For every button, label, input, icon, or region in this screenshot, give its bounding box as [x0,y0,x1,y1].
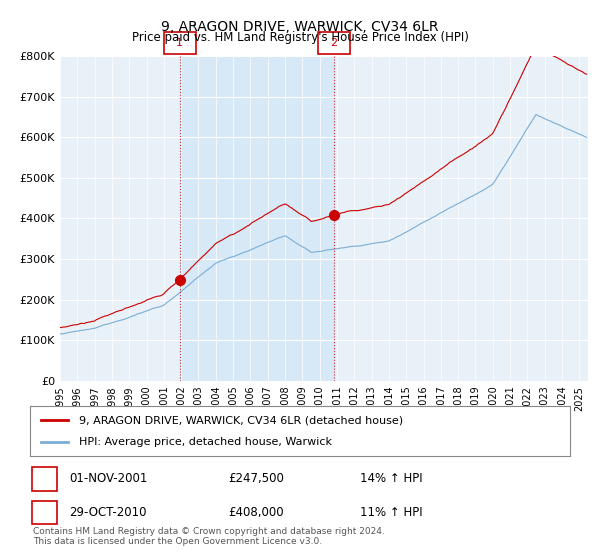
Text: 2: 2 [41,507,48,517]
Bar [180,56,334,381]
Text: 1: 1 [176,38,183,48]
Text: HPI: Average price, detached house, Warwick: HPI: Average price, detached house, Warw… [79,437,332,447]
Text: 2: 2 [331,38,338,48]
FancyBboxPatch shape [318,31,350,54]
Text: £247,500: £247,500 [228,472,284,486]
Text: 9, ARAGON DRIVE, WARWICK, CV34 6LR (detached house): 9, ARAGON DRIVE, WARWICK, CV34 6LR (deta… [79,415,403,425]
Text: Price paid vs. HM Land Registry's House Price Index (HPI): Price paid vs. HM Land Registry's House … [131,31,469,44]
Text: 1: 1 [41,474,48,484]
FancyBboxPatch shape [164,31,196,54]
Text: 29-OCT-2010: 29-OCT-2010 [69,506,146,519]
Text: 01-NOV-2001: 01-NOV-2001 [69,472,148,486]
Text: 9, ARAGON DRIVE, WARWICK, CV34 6LR: 9, ARAGON DRIVE, WARWICK, CV34 6LR [161,20,439,34]
Text: 14% ↑ HPI: 14% ↑ HPI [360,472,422,486]
Text: £408,000: £408,000 [228,506,284,519]
Text: Contains HM Land Registry data © Crown copyright and database right 2024.
This d: Contains HM Land Registry data © Crown c… [33,526,385,546]
Text: 11% ↑ HPI: 11% ↑ HPI [360,506,422,519]
